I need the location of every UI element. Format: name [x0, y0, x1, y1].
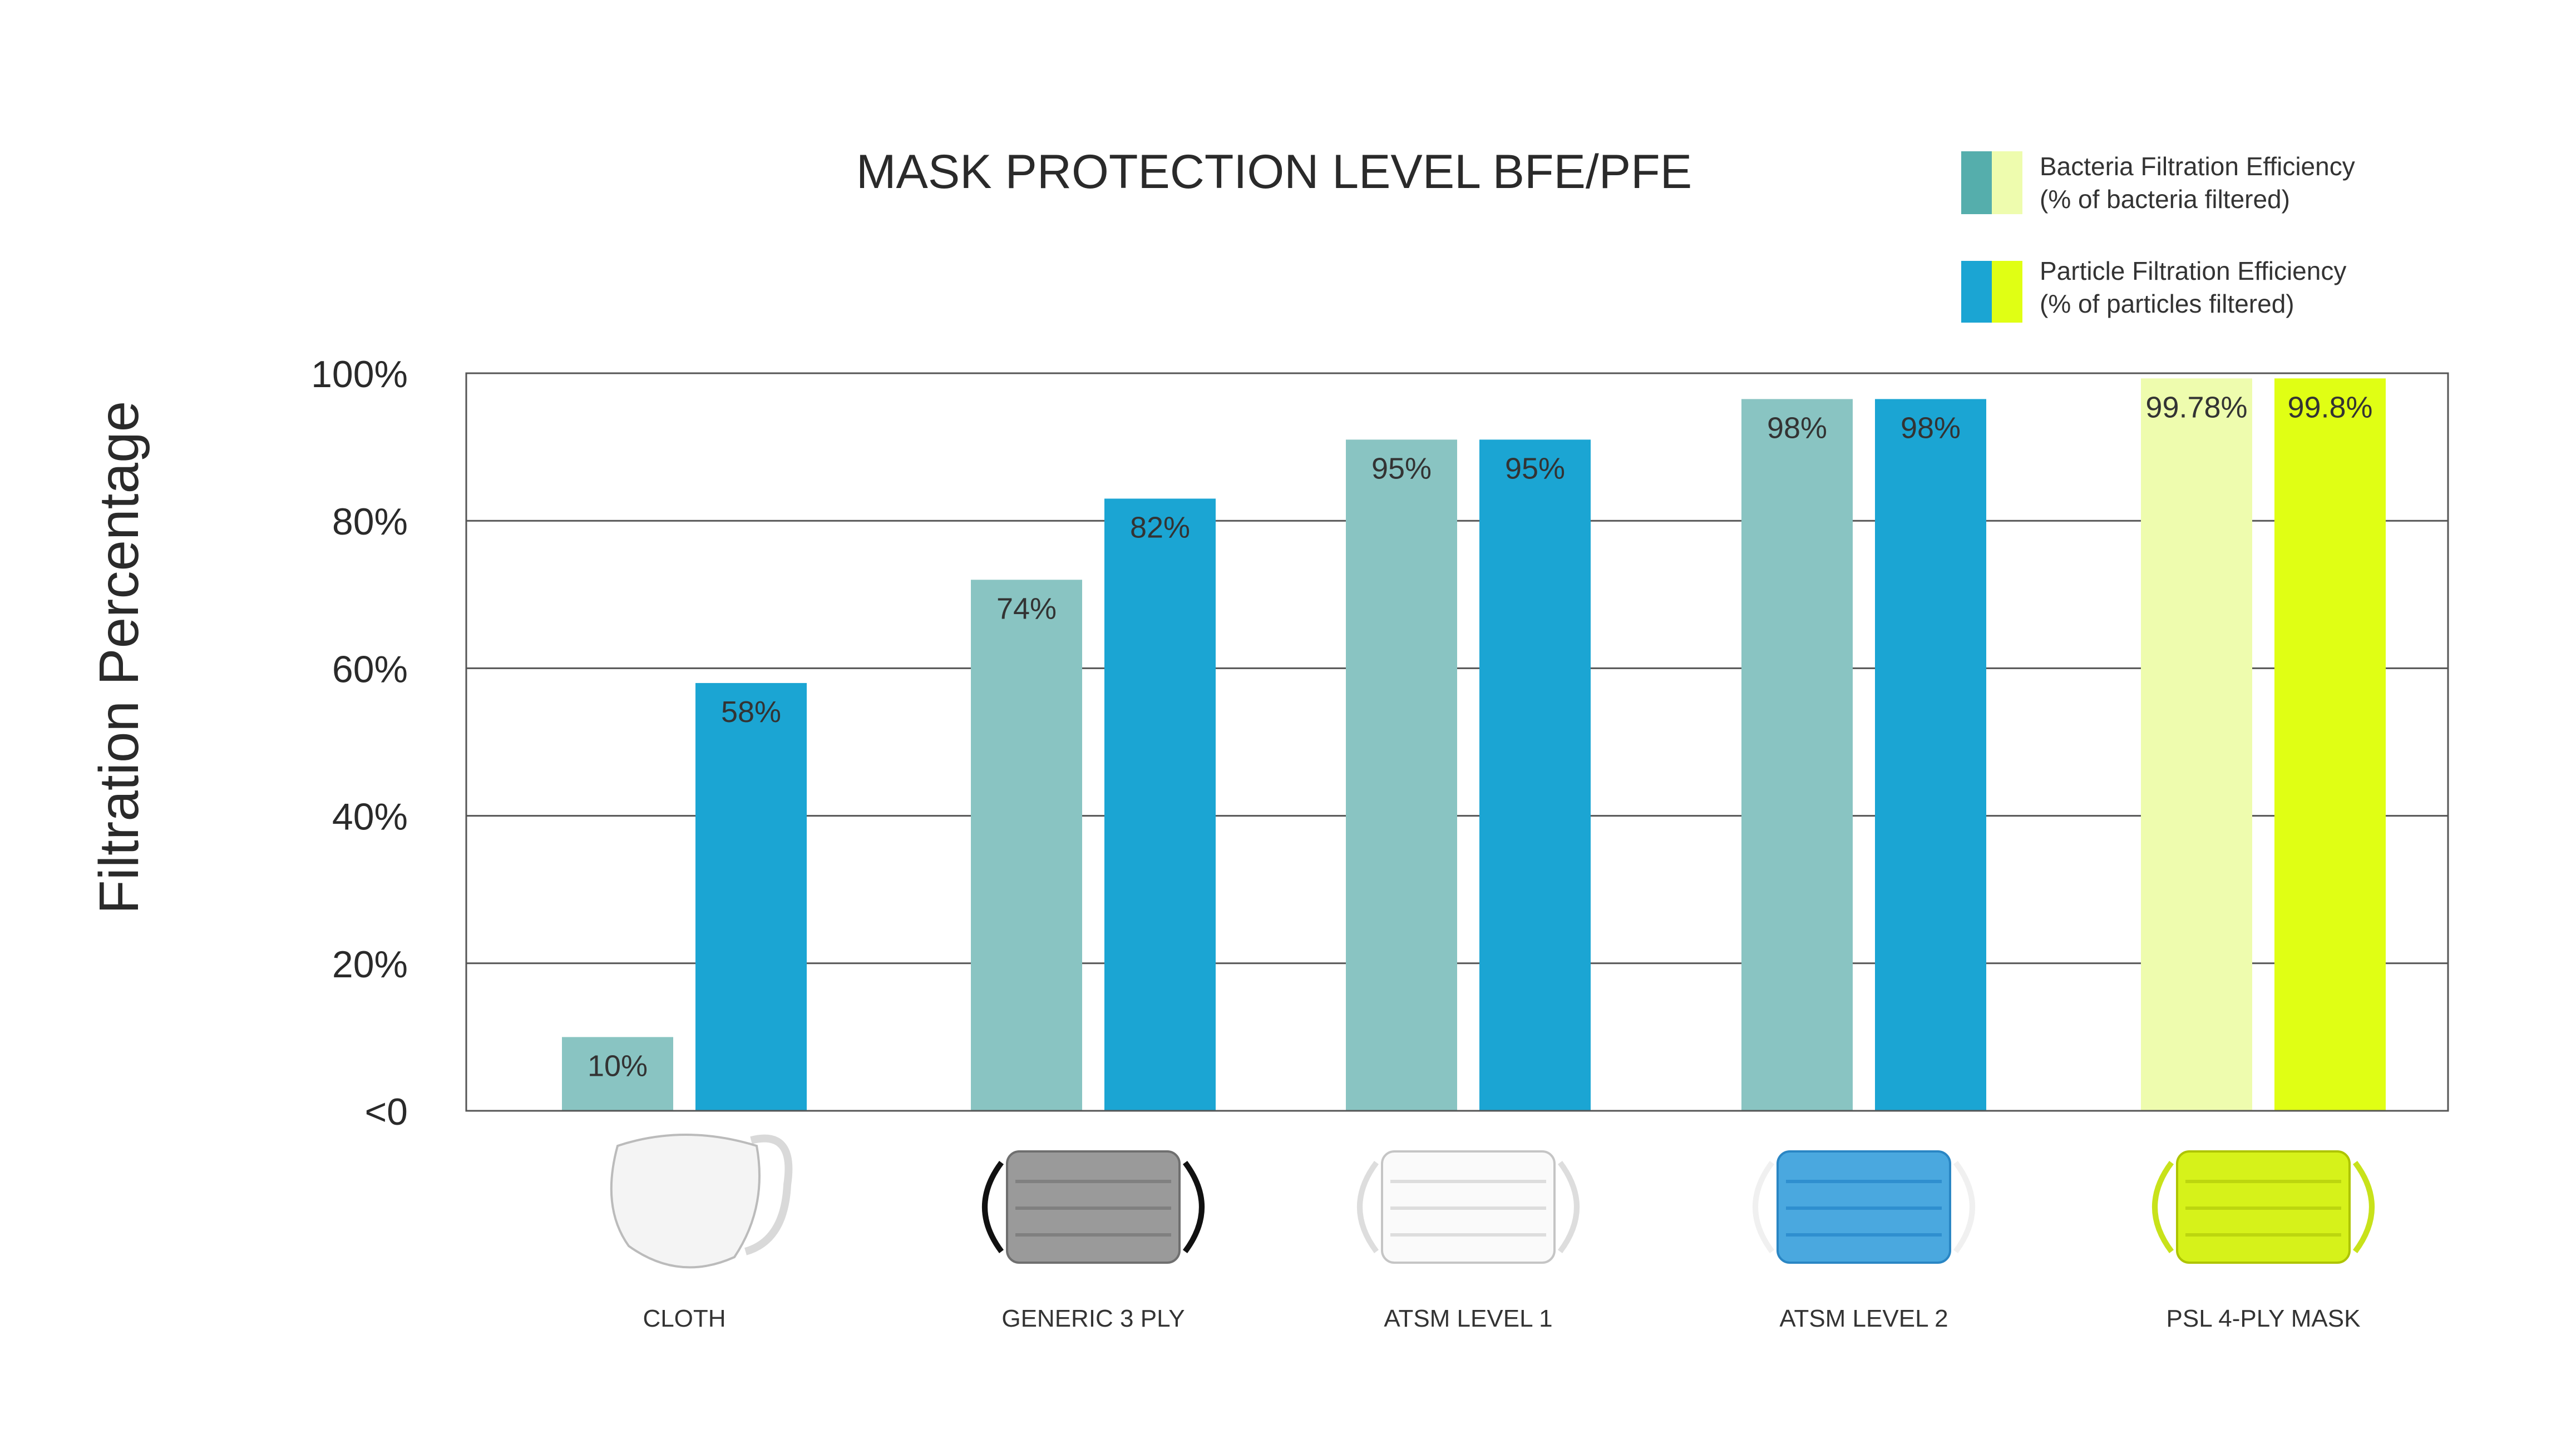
category-label: GENERIC 3 PLY [1001, 1305, 1185, 1332]
mask-right-ear-loop [2352, 1161, 2375, 1253]
y-tick-label: 100% [311, 353, 408, 395]
legend-label-bacteria: Bacteria Filtration Efficiency [2040, 152, 2355, 181]
y-tick-label: 80% [332, 501, 408, 543]
bar-atsm-level-2-bfe [1741, 399, 1853, 1111]
legend-sublabel-particle: (% of particles filtered) [2040, 289, 2294, 318]
plot-area-border [465, 372, 2449, 1112]
legend-swatch-bacteria-highlight [1992, 151, 2022, 214]
category-label: PSL 4-PLY MASK [2167, 1305, 2361, 1332]
plot-frame [465, 372, 2449, 1112]
mask-right-ear-loop [1953, 1161, 1975, 1253]
category-label: CLOTH [643, 1305, 726, 1332]
category-label: ATSM LEVEL 1 [1384, 1305, 1552, 1332]
mask-left-ear-loop [982, 1161, 1004, 1253]
mask-left-ear-loop [1753, 1161, 1775, 1253]
bar-value-label: 95% [1371, 452, 1432, 485]
legend-label-particle: Particle Filtration Efficiency [2040, 256, 2346, 285]
bar-value-label: 99.78% [2145, 390, 2247, 424]
legend-swatch-particle-highlight [1992, 261, 2022, 323]
atsm-level-1-mask-icon [1357, 1150, 1580, 1264]
y-tick-label: <0 [364, 1091, 408, 1133]
y-tick-label: 20% [332, 943, 408, 986]
bar-cloth-pfe [695, 683, 807, 1111]
x-axis-labels: CLOTH GENERIC 3 PLY ATSM LEVEL 1 ATSM LEVEL… [643, 1305, 2360, 1332]
psl-4-ply-mask-icon [2152, 1150, 2375, 1264]
legend-sublabel-bacteria: (% of bacteria filtered) [2040, 185, 2290, 214]
y-tick-label: 40% [332, 796, 408, 838]
cloth-mask-icon [610, 1134, 793, 1269]
category-label: ATSM LEVEL 2 [1779, 1305, 1948, 1332]
bar-value-label: 10% [588, 1049, 648, 1082]
bar-value-label: 58% [721, 695, 781, 729]
bars [562, 378, 2386, 1111]
bar-value-label: 98% [1901, 411, 1961, 444]
bar-value-label: 99.8% [2287, 390, 2372, 424]
legend-item-particle: Particle Filtration Efficiency (% of par… [1961, 256, 2346, 323]
mask-left-ear-loop [2152, 1161, 2174, 1253]
bar-psl-4-ply-mask-bfe [2141, 378, 2252, 1111]
atsm-level-2-mask-icon [1753, 1150, 1975, 1264]
legend: Bacteria Filtration Efficiency (% of bac… [1961, 151, 2355, 323]
y-tick-label: 60% [332, 648, 408, 690]
bar-value-label: 95% [1505, 452, 1565, 485]
chart-title: MASK PROTECTION LEVEL BFE/PFE [856, 145, 1692, 199]
mask-body [610, 1134, 761, 1269]
bar-cloth-bfe [562, 1037, 673, 1111]
bar-value-label: 74% [996, 592, 1057, 625]
bar-generic-3-ply-pfe [1104, 498, 1216, 1111]
bar-data-labels: 10% 74% 95% 98% 99.78% 58% 82% 95% 98% 99.8% [588, 390, 2373, 1082]
legend-swatch-particle-standard [1961, 261, 1992, 323]
bar-atsm-level-1-pfe [1479, 439, 1591, 1111]
bar-value-label: 98% [1767, 411, 1827, 444]
bar-generic-3-ply-bfe [971, 580, 1082, 1111]
mask-ear-loop [744, 1134, 793, 1255]
y-axis-ticks: <0 20% 40% 60% 80% 100% [311, 353, 408, 1133]
mask-right-ear-loop [1182, 1161, 1205, 1253]
mask-right-ear-loop [1557, 1161, 1580, 1253]
legend-item-bacteria: Bacteria Filtration Efficiency (% of bac… [1961, 151, 2355, 214]
y-axis-label: Filtration Percentage [88, 401, 150, 914]
bar-atsm-level-2-pfe [1875, 399, 1986, 1111]
bar-value-label: 82% [1130, 511, 1190, 544]
generic-3-ply-mask-icon [982, 1150, 1205, 1264]
bar-psl-4-ply-mask-pfe [2274, 378, 2386, 1111]
legend-swatch-bacteria-standard [1961, 151, 1992, 214]
category-icons [610, 1134, 2375, 1269]
bar-atsm-level-1-bfe [1346, 439, 1457, 1111]
mask-left-ear-loop [1357, 1161, 1379, 1253]
